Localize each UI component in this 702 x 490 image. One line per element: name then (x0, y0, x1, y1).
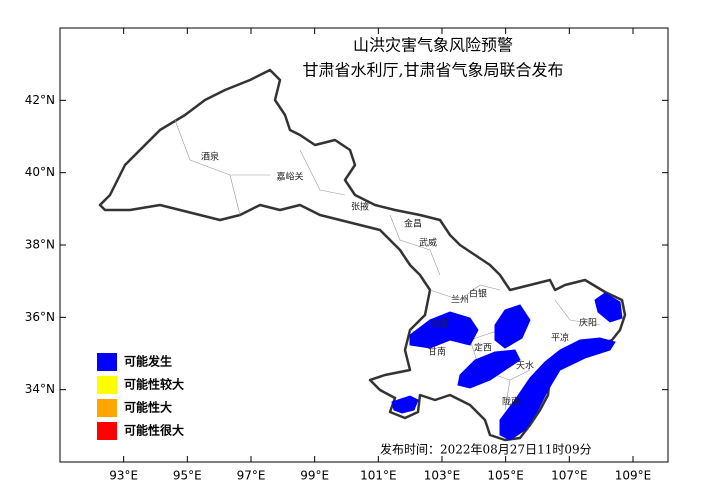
map-frame (59, 27, 669, 463)
warning-areas (391, 292, 623, 441)
city-label: 武威 (419, 237, 437, 249)
x-tick-label: 103°E (424, 469, 461, 483)
map-title: 山洪灾害气象风险预警 (353, 36, 513, 55)
city-label: 庆阳 (579, 317, 597, 329)
x-tick-label: 109°E (615, 469, 652, 483)
legend-swatch (97, 353, 117, 371)
x-tick-label: 101°E (360, 469, 397, 483)
x-tick-label: 105°E (487, 469, 524, 483)
city-label: 兰州 (451, 294, 469, 306)
city-label: 酒泉 (201, 151, 219, 163)
y-tick-label: 38°N (25, 238, 55, 252)
legend-label: 可能发生 (124, 354, 172, 369)
city-label: 临夏 (431, 318, 449, 330)
legend-swatch (97, 376, 117, 394)
x-tick-label: 97°E (237, 469, 266, 483)
city-label: 平凉 (551, 332, 569, 344)
city-label: 白银 (469, 288, 487, 300)
legend-label: 可能性很大 (124, 423, 184, 438)
map-subtitle: 甘肃省水利厅,甘肃省气象局联合发布 (302, 61, 563, 80)
x-tick-label: 107°E (551, 469, 588, 483)
y-tick-label: 42°N (25, 93, 55, 107)
city-label: 天水 (516, 360, 534, 372)
legend-label: 可能性大 (124, 400, 172, 415)
x-tick-label: 95°E (173, 469, 202, 483)
city-label: 甘南 (428, 346, 446, 358)
publish-time: 发布时间：2022年08月27日11时09分 (380, 442, 592, 457)
city-label: 陇南 (502, 396, 520, 408)
legend-swatch (97, 422, 117, 440)
city-label: 张掖 (351, 201, 369, 213)
city-label: 定西 (474, 342, 492, 354)
y-tick-label: 36°N (25, 310, 55, 324)
legend-label: 可能性较大 (124, 377, 184, 392)
y-tick-label: 40°N (25, 165, 55, 179)
x-tick-label: 99°E (300, 469, 329, 483)
city-label: 嘉峪关 (276, 171, 303, 183)
y-tick-label: 34°N (25, 382, 55, 396)
city-label: 金昌 (404, 218, 422, 230)
x-tick-label: 93°E (109, 469, 138, 483)
legend-swatch (97, 399, 117, 417)
